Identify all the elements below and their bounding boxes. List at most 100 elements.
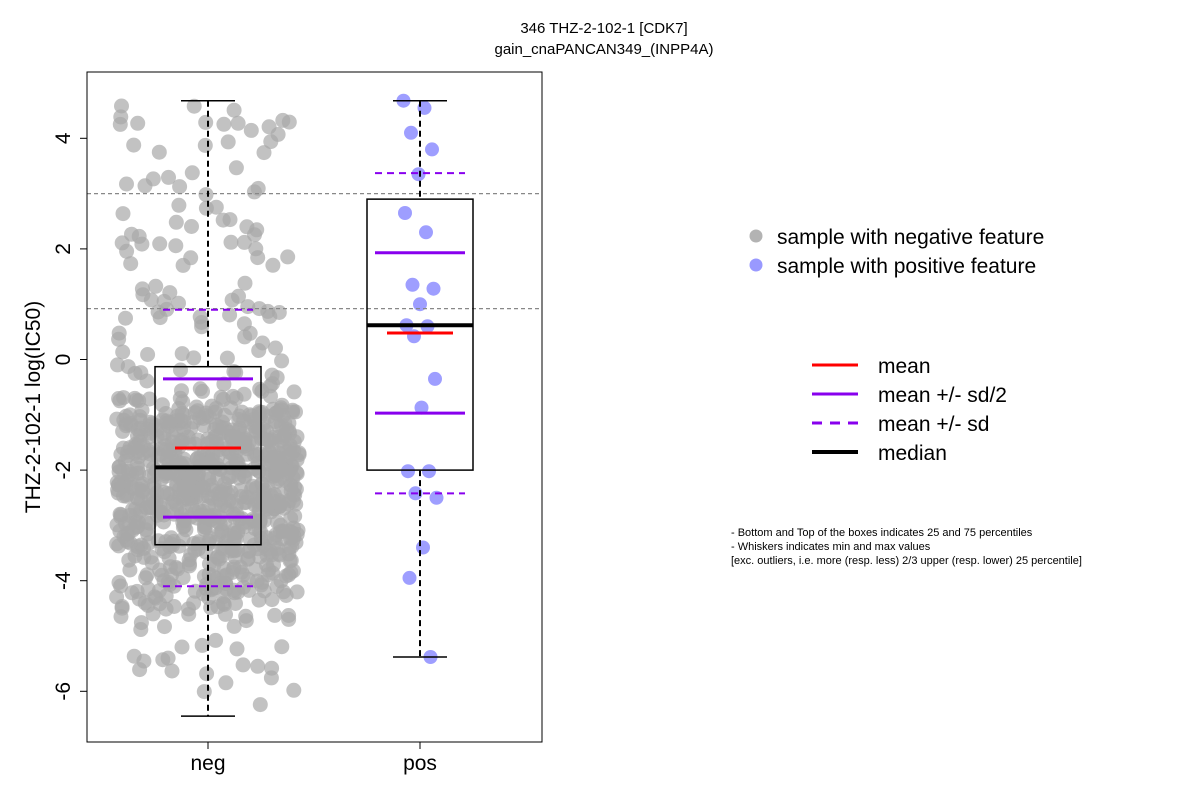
y-tick-label: 4 (52, 132, 75, 144)
neg-sample-point (113, 109, 129, 125)
neg-sample-point (190, 432, 206, 448)
neg-sample-point (218, 606, 233, 622)
neg-sample-point (149, 422, 165, 438)
neg-sample-point (134, 236, 150, 252)
neg-sample-point (208, 417, 224, 433)
neg-sample-point (127, 365, 143, 381)
x-axis: neg pos (190, 742, 437, 775)
neg-sample-point (110, 485, 126, 501)
neg-sample-point (241, 434, 257, 450)
pos-sample-point (411, 167, 426, 182)
neg-sample-point (169, 408, 185, 424)
neg-sample-point (139, 373, 155, 389)
neg-sample-point (128, 392, 144, 408)
neg-sample-point (250, 658, 266, 674)
neg-sample-point (230, 523, 246, 539)
neg-sample-point (160, 650, 176, 666)
neg-sample-point (267, 414, 283, 430)
neg-sample-point (168, 238, 184, 254)
plot-frame (86, 71, 543, 743)
neg-sample-point (269, 514, 285, 530)
neg-sample-point (154, 397, 170, 413)
neg-sample-point (124, 226, 139, 242)
neg-sample-point (181, 601, 196, 617)
pos-sample-point (413, 297, 427, 312)
pos-sample-point (414, 400, 429, 415)
neg-sample-point (190, 536, 206, 552)
chart-note: - Whiskers indicates min and max values (731, 541, 931, 553)
neg-sample-point (161, 169, 176, 185)
neg-sample-point (176, 492, 191, 508)
neg-sample-point (276, 500, 291, 516)
neg-sample-point (123, 256, 139, 272)
neg-sample-point (226, 618, 242, 634)
box-elements (154, 99, 474, 717)
x-tick-label: neg (190, 752, 225, 775)
neg-sample-point (198, 187, 214, 203)
neg-sample-point (152, 236, 168, 252)
neg-sample-point (119, 176, 134, 192)
neg-sample-point (237, 469, 253, 485)
neg-sample-point (118, 310, 133, 326)
neg-sample-point (135, 484, 150, 500)
chart-note: [exc. outliers, i.e. more (resp. less) 2… (731, 555, 1082, 567)
neg-sample-point (264, 367, 280, 383)
neg-sample-point (126, 137, 142, 153)
neg-sample-point (217, 575, 233, 591)
neg-sample-point (181, 473, 197, 489)
neg-sample-point (155, 497, 171, 513)
neg-sample-point (171, 197, 187, 213)
legend-line-label: mean +/- sd/2 (878, 384, 1007, 407)
neg-sample-point (243, 122, 259, 138)
neg-sample-point (172, 179, 188, 195)
y-tick-label: 2 (52, 243, 75, 255)
neg-sample-point (139, 567, 155, 583)
neg-sample-point (174, 346, 190, 362)
neg-sample-point (196, 684, 212, 700)
pos-sample-point (426, 281, 441, 296)
y-tick-label: 0 (52, 354, 75, 366)
chart-title-line2: gain_cnaPANCAN349_(INPP4A) (494, 41, 713, 58)
legend-point-label: sample with positive feature (777, 255, 1036, 278)
neg-sample-point (240, 552, 256, 567)
pos-sample-point (422, 464, 436, 479)
neg-sample-point (256, 583, 272, 599)
neg-sample-point (175, 570, 191, 586)
neg-sample-point (259, 530, 275, 546)
neg-sample-point (229, 454, 245, 469)
neg-sample-point (265, 257, 281, 273)
neg-sample-point (275, 112, 291, 128)
legend-sample-types: sample with negative feature sample with … (749, 226, 1044, 278)
neg-sample-point (286, 384, 302, 400)
neg-sample-point (255, 485, 271, 501)
neg-sample-point (210, 470, 226, 486)
neg-sample-point (274, 402, 290, 418)
neg-sample-point (251, 404, 267, 420)
neg-sample-point (118, 408, 134, 424)
y-tick-label: -2 (52, 461, 75, 480)
neg-sample-point (175, 394, 191, 410)
neg-sample-point (169, 453, 185, 469)
neg-sample-point (263, 670, 279, 686)
pos-sample-point (401, 464, 415, 479)
legend-line-label: mean +/- sd (878, 413, 989, 436)
neg-sample-point (215, 484, 231, 500)
neg-sample-point (183, 547, 199, 563)
neg-sample-point (238, 608, 254, 624)
neg-sample-point (252, 697, 268, 713)
chart-note: - Bottom and Top of the boxes indicates … (731, 527, 1033, 539)
neg-sample-point (216, 116, 232, 132)
neg-sample-point (289, 584, 305, 600)
neg-sample-point (194, 488, 210, 504)
pos-sample-point (416, 540, 430, 555)
neg-sample-point (192, 309, 208, 325)
neg-sample-point (270, 451, 285, 467)
neg-sample-point (111, 391, 127, 406)
neg-sample-point (241, 582, 257, 598)
neg-sample-point (154, 541, 170, 557)
neg-sample-point (263, 134, 279, 150)
legend-point-label: sample with negative feature (777, 226, 1044, 249)
neg-sample-point (140, 347, 156, 362)
neg-sample-point (224, 422, 240, 438)
pos-sample-point (419, 225, 433, 240)
